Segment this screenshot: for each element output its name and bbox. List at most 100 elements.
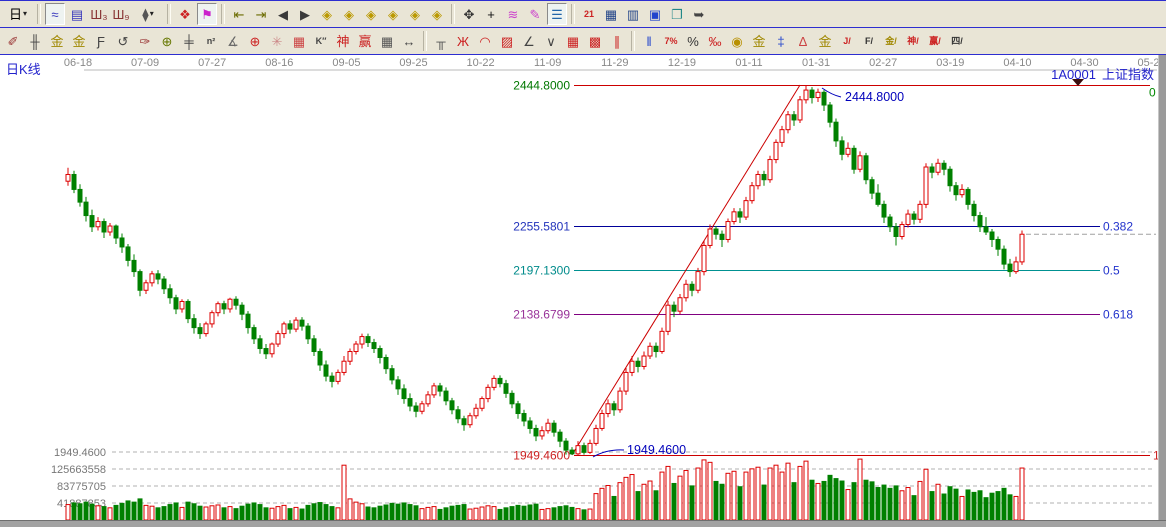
ying-slash-button[interactable]: 赢/ (925, 30, 945, 52)
drag-hand-button[interactable]: ✥ (459, 3, 479, 25)
calculator-button[interactable]: ▦ (601, 3, 621, 25)
export-button[interactable]: ❐ (667, 3, 687, 25)
hatch-tool-button[interactable]: ▨ (497, 30, 517, 52)
parallel-lines-button[interactable]: ∥ (607, 30, 627, 52)
info-sheet-button[interactable]: ▤ (67, 3, 87, 25)
spiral-button[interactable]: ↺ (113, 30, 133, 52)
ying-button[interactable]: 赢 (355, 30, 375, 52)
shen-slash-button[interactable]: 神/ (903, 30, 923, 52)
zoom-expand-button[interactable]: ◈ (405, 3, 425, 25)
si-slash-button[interactable]: 四/ (947, 30, 967, 52)
grid-target-button[interactable]: ▦ (289, 30, 309, 52)
trendline[interactable] (571, 84, 801, 456)
blue-bars-button[interactable]: ‖ (639, 30, 659, 52)
candle-body (917, 203, 923, 220)
volume-bar (107, 507, 113, 521)
zigzag-button[interactable]: ∨ (541, 30, 561, 52)
frame-tool-button[interactable]: ╥ (431, 30, 451, 52)
gold-circle-button[interactable]: ◉ (727, 30, 747, 52)
draw-help-button[interactable]: ✎ (525, 3, 545, 25)
grid-123-button[interactable]: ▦ (377, 30, 397, 52)
fence-button[interactable]: ╪ (179, 30, 199, 52)
save-button[interactable]: ▣ (645, 3, 665, 25)
target-cross-button[interactable]: ⊕ (245, 30, 265, 52)
period-selector-button[interactable]: 日 ▾ (3, 3, 33, 25)
gold-level-button[interactable]: 金 (749, 30, 769, 52)
zigzag-icon: ∨ (546, 33, 556, 49)
gold-underline-button[interactable]: 金 (815, 30, 835, 52)
prev-page-button[interactable]: ◀ (273, 3, 293, 25)
j-slash-button[interactable]: J/ (837, 30, 857, 52)
pct-button[interactable]: % (683, 30, 703, 52)
brush-button[interactable]: ✐ (3, 30, 23, 52)
candle-style-button[interactable]: ⧫ ▾ (133, 3, 163, 25)
zoom-vertical-button[interactable]: ◈ (427, 3, 447, 25)
exrights-button[interactable]: ❖ (175, 3, 195, 25)
pct7-button[interactable]: 7% (661, 30, 681, 52)
symbol-name: 上证指数 (1101, 67, 1154, 82)
fib-handle-marker[interactable] (1072, 79, 1084, 86)
candle-body (467, 415, 473, 426)
red-grid-button[interactable]: ▦ (563, 30, 583, 52)
candle-body (323, 364, 329, 377)
crosshair-button[interactable]: + (481, 3, 501, 25)
stats-button[interactable]: ☰ (547, 3, 567, 25)
f-fence-button[interactable]: Ƒ (91, 30, 111, 52)
f-slash-button[interactable]: F/ (859, 30, 879, 52)
angle-lines-button[interactable]: ∠ (519, 30, 539, 52)
wave-a-button[interactable]: ∆ (793, 30, 813, 52)
calendar-button[interactable]: 21 (579, 3, 599, 25)
volume-bar (743, 471, 749, 521)
toolbar-separator (451, 4, 455, 24)
arc-tool-button[interactable]: ◠ (475, 30, 495, 52)
shen-button[interactable]: 神 (333, 30, 353, 52)
next-page-button[interactable]: ▶ (295, 3, 315, 25)
candle-body (221, 303, 227, 310)
k-quote-button[interactable]: K″ (311, 30, 331, 52)
fan-lines-button[interactable]: Ж (453, 30, 473, 52)
zoom-left-icon: ◈ (322, 6, 332, 22)
zoom-horizontal-button[interactable]: ◈ (361, 3, 381, 25)
gold-fence-button[interactable]: 金 (47, 30, 67, 52)
zoom-left-button[interactable]: ◈ (317, 3, 337, 25)
pen-flag-button[interactable]: ‡ (771, 30, 791, 52)
volume-bar (593, 493, 599, 521)
gold-fence2-button[interactable]: 金 (69, 30, 89, 52)
date-tick-label: 06-18 (64, 57, 92, 69)
brush2-button[interactable]: ✑ (135, 30, 155, 52)
kline-3-button[interactable]: Ш₃ (89, 3, 109, 25)
vertical-scrollbar[interactable] (1158, 55, 1166, 520)
red-grid2-button[interactable]: ▩ (585, 30, 605, 52)
flag-mark-button[interactable]: ⚑ (197, 3, 217, 25)
notes-button[interactable]: ▥ (623, 3, 643, 25)
pct-line-button[interactable]: ‰ (705, 30, 725, 52)
hspan-button[interactable]: ↔ (399, 30, 419, 52)
candle-body (857, 155, 863, 170)
j-slash-icon: J/ (843, 35, 851, 46)
cycle-globe-button[interactable]: ⊕ (157, 30, 177, 52)
last-page-button[interactable]: ⇥ (251, 3, 271, 25)
intraday-wave-button[interactable]: ≈ (45, 3, 65, 25)
red-grid-icon: ▦ (566, 33, 580, 49)
sketch-trend-button[interactable]: ≋ (503, 3, 523, 25)
volume-bar (233, 508, 239, 521)
starburst-button[interactable]: ✳ (267, 30, 287, 52)
zoom-compress-button[interactable]: ◈ (383, 3, 403, 25)
zoom-right-button[interactable]: ◈ (339, 3, 359, 25)
first-page-button[interactable]: ⇤ (229, 3, 249, 25)
candle-body (233, 298, 239, 306)
candle-body (881, 203, 887, 218)
volume-bar (299, 508, 305, 521)
angle-measure-button[interactable]: ∡ (223, 30, 243, 52)
volume-bar (653, 490, 659, 521)
volume-bar (845, 489, 851, 521)
volume-bar (707, 461, 713, 521)
gold-slash-button[interactable]: 金/ (881, 30, 901, 52)
kline-9-button[interactable]: Ш₉ (111, 3, 131, 25)
candle-body (119, 237, 125, 248)
send-button[interactable]: ➥ (689, 3, 709, 25)
volume-bar (209, 505, 215, 521)
gann-fence-button[interactable]: ╫ (25, 30, 45, 52)
n2-button[interactable]: n² (201, 30, 221, 52)
